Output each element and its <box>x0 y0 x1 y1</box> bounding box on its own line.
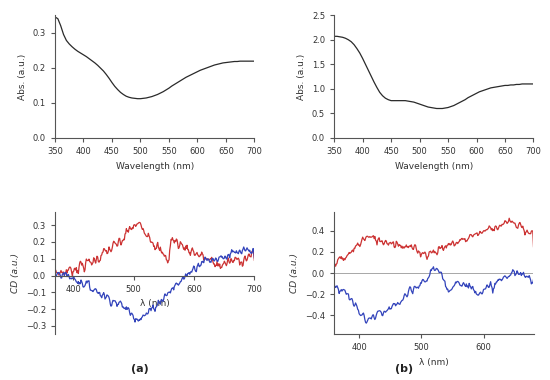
X-axis label: λ (nm): λ (nm) <box>419 358 449 367</box>
Text: (a): (a) <box>131 364 149 374</box>
X-axis label: Wavelength (nm): Wavelength (nm) <box>395 162 473 171</box>
Y-axis label: Abs. (a.u.): Abs. (a.u.) <box>298 54 306 100</box>
X-axis label: Wavelength (nm): Wavelength (nm) <box>116 162 194 171</box>
Y-axis label: CD (a.u.): CD (a.u.) <box>11 253 20 293</box>
X-axis label: λ (nm): λ (nm) <box>140 299 169 308</box>
Y-axis label: Abs. (a.u.): Abs. (a.u.) <box>18 54 27 100</box>
Text: (b): (b) <box>395 364 413 374</box>
Y-axis label: CD (a.u.): CD (a.u.) <box>290 253 299 293</box>
